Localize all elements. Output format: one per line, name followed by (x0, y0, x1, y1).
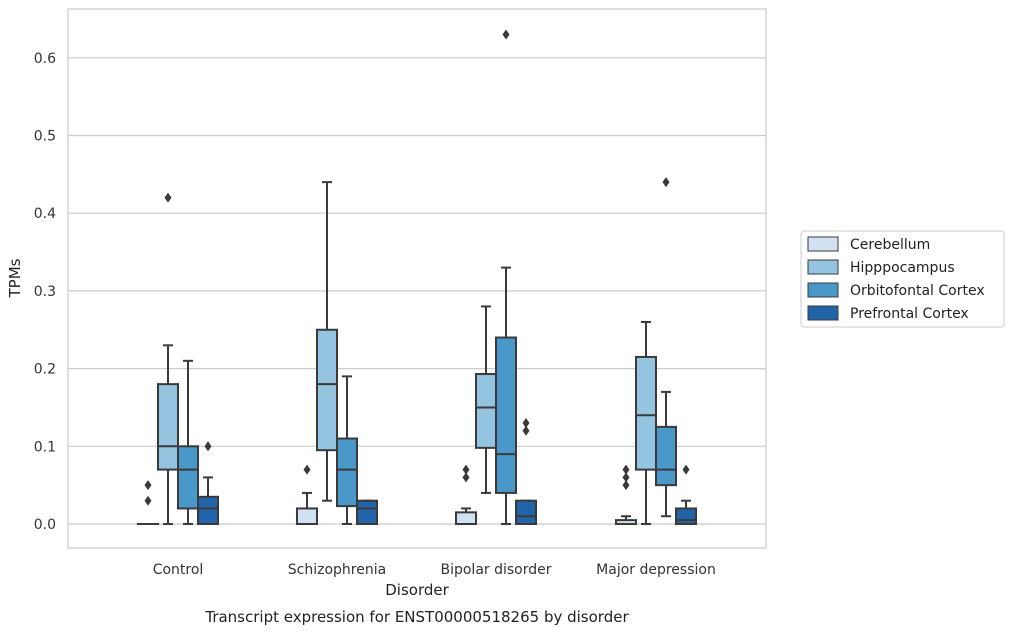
outlier-point (204, 441, 212, 452)
x-tick-label: Bipolar disorder (440, 562, 551, 578)
legend-label: Orbitofontal Cortex (850, 283, 985, 299)
y-tick-label: 0.5 (34, 129, 56, 145)
box-iqr (655, 425, 677, 487)
outlier-point (144, 480, 152, 491)
outlier-point (462, 464, 470, 475)
series-hipppocampus (157, 181, 657, 525)
box-iqr (356, 499, 378, 526)
box-iqr (475, 373, 497, 449)
y-tick-label: 0.6 (34, 51, 56, 67)
legend-swatch (807, 282, 839, 298)
chart-caption: Transcript expression for ENST0000051826… (204, 608, 629, 626)
y-axis-title: TPMs (6, 258, 24, 298)
outlier-point (522, 417, 530, 428)
plot-area-frame (67, 8, 767, 549)
box-iqr (635, 355, 657, 471)
box-iqr (495, 336, 517, 494)
legend-label: Cerebellum (850, 237, 930, 253)
box (475, 305, 497, 494)
outlier-point (144, 495, 152, 506)
outlier-point (522, 425, 530, 436)
box-series (137, 29, 697, 526)
box (316, 181, 338, 502)
box (177, 359, 199, 525)
box (515, 417, 537, 526)
box-iqr (316, 328, 338, 452)
outlier-point (502, 29, 510, 40)
box (495, 29, 517, 525)
series-orbitofontal-cortex (177, 29, 677, 525)
box (336, 375, 358, 525)
box (157, 192, 179, 525)
box-iqr (455, 511, 477, 525)
outlier-point (622, 480, 630, 491)
legend-swatch (807, 236, 839, 252)
x-axis-title: Disorder (385, 581, 449, 599)
x-tick-label: Schizophrenia (288, 562, 386, 578)
y-tick-label: 0.3 (34, 284, 56, 300)
legend-swatch (807, 305, 839, 321)
box-iqr (177, 445, 199, 510)
outlier-point (622, 472, 630, 483)
series-prefrontal-cortex (197, 417, 697, 526)
box (296, 464, 318, 525)
box (197, 441, 219, 525)
box (137, 480, 159, 526)
legend-swatch (807, 259, 839, 275)
x-axis-ticks: Control Schizophrenia Bipolar disorder Majo… (153, 562, 716, 578)
y-axis-ticks: 0.0 0.1 0.2 0.3 0.4 0.5 0.6 (34, 51, 56, 533)
box-iqr (515, 499, 537, 526)
box-iqr (675, 507, 697, 525)
outlier-point (462, 472, 470, 483)
box (455, 464, 477, 525)
box (675, 464, 697, 525)
legend: Cerebellum Hipppocampus Orbitofontal Corte… (800, 230, 1005, 328)
outlier-point (622, 464, 630, 475)
box (655, 177, 677, 518)
outlier-point (662, 177, 670, 188)
box-iqr (197, 495, 219, 525)
outlier-point (303, 464, 311, 475)
x-tick-label: Major depression (596, 562, 716, 578)
y-tick-label: 0.4 (34, 206, 56, 222)
box-iqr (296, 507, 318, 525)
y-tick-label: 0.0 (34, 517, 56, 533)
legend-label: Prefrontal Cortex (850, 306, 969, 322)
outlier-point (682, 464, 690, 475)
outlier-point (164, 192, 172, 203)
box-iqr (336, 437, 358, 508)
x-tick-label: Control (153, 562, 204, 578)
y-tick-label: 0.2 (34, 362, 56, 378)
box (356, 499, 378, 526)
series-cerebellum (137, 464, 637, 526)
box-iqr (157, 383, 179, 471)
legend-label: Hipppocampus (850, 260, 955, 276)
y-tick-label: 0.1 (34, 439, 56, 455)
legend-frame (800, 230, 1005, 328)
box (635, 320, 657, 525)
box (615, 464, 637, 525)
